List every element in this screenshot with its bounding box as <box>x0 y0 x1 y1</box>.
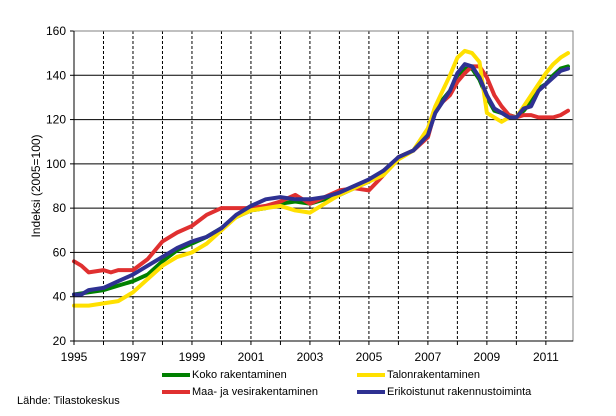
y-tick-label: 140 <box>46 68 66 82</box>
x-tick-label: 1997 <box>120 350 147 364</box>
x-tick-label: 2003 <box>297 350 324 364</box>
x-tick-label: 2005 <box>356 350 383 364</box>
y-tick-label: 100 <box>46 157 66 171</box>
legend-swatch <box>357 390 385 394</box>
legend-label: Talonrakentaminen <box>387 369 480 381</box>
legend-swatch <box>162 373 190 377</box>
y-axis-label: Indeksi (2005=100) <box>29 134 43 237</box>
x-tick-label: 1999 <box>179 350 206 364</box>
y-tick-label: 120 <box>46 113 66 127</box>
legend-item-erikoistunut: Erikoistunut rakennustoiminta <box>357 386 531 398</box>
source-note: Lähde: Tilastokeskus <box>17 395 120 407</box>
legend-swatch <box>357 373 385 377</box>
legend-item-koko: Koko rakentaminen <box>162 369 287 381</box>
axes: 20 40 60 80 100 120 140 160 1995 1997 1999 2001 2003… <box>46 24 574 364</box>
x-tick-label: 2009 <box>474 350 501 364</box>
legend-label: Maa- ja vesirakentaminen <box>192 386 318 398</box>
x-tick-label: 2007 <box>415 350 442 364</box>
y-tick-label: 80 <box>53 201 67 215</box>
x-tick-label: 1995 <box>61 350 88 364</box>
legend-item-talon: Talonrakentaminen <box>357 369 480 381</box>
y-tick-label: 160 <box>46 24 66 38</box>
series-line-maa-ja-vesirakentaminen <box>72 64 570 275</box>
series-line-erikoistunut-rakennustoiminta <box>72 62 570 297</box>
legend-label: Erikoistunut rakennustoiminta <box>387 386 532 398</box>
y-tick-label: 60 <box>53 245 67 259</box>
x-tick-label: 2001 <box>238 350 265 364</box>
legend-label: Koko rakentaminen <box>192 369 287 381</box>
legend-swatch <box>162 390 190 394</box>
x-tick-label: 2011 <box>533 350 559 364</box>
y-tick-label: 20 <box>53 334 67 348</box>
plot-frame <box>73 30 574 342</box>
series-lines <box>72 48 570 308</box>
y-tick-label: 40 <box>53 290 67 304</box>
grid <box>74 30 573 341</box>
legend-item-maa-vesi: Maa- ja vesirakentaminen <box>162 386 318 398</box>
